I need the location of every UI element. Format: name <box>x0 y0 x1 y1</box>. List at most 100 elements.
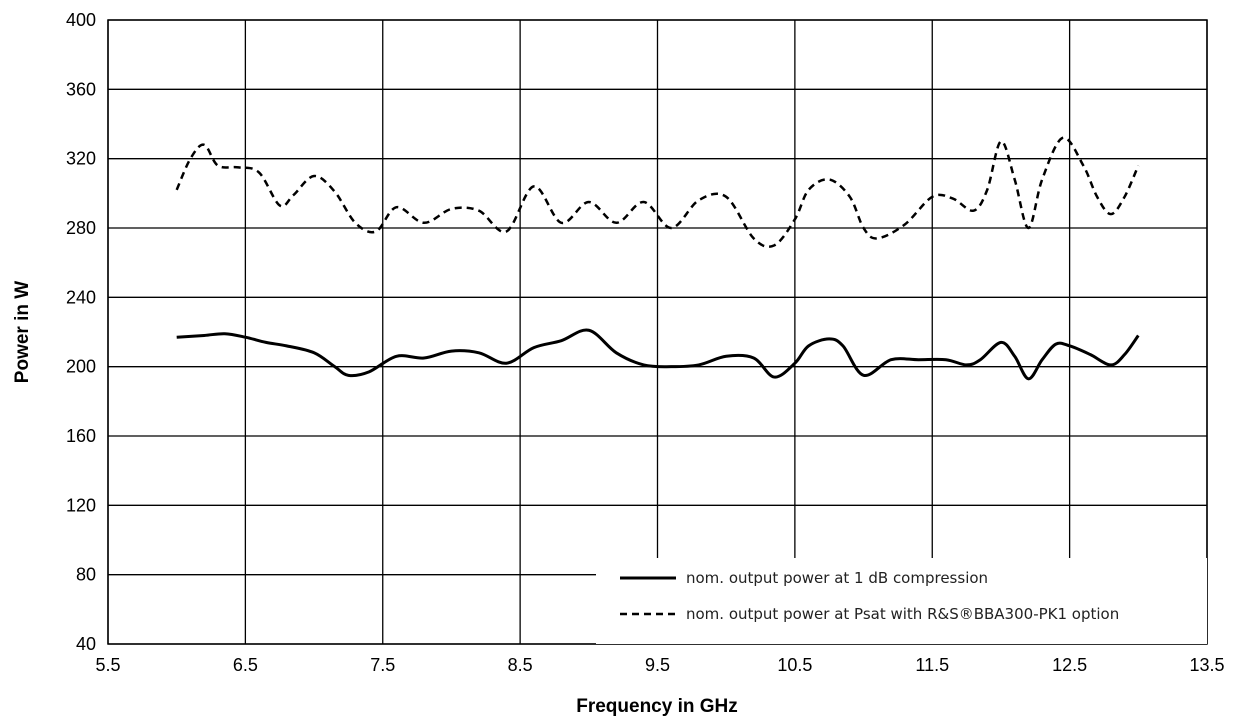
data-point <box>478 352 480 354</box>
y-tick-label: 400 <box>66 10 96 30</box>
data-point <box>1138 335 1140 337</box>
y-tick-label: 40 <box>76 634 96 654</box>
data-point <box>203 144 205 146</box>
y-tick-label: 120 <box>66 495 96 515</box>
data-point <box>506 231 508 233</box>
data-point <box>217 165 219 167</box>
x-tick-label: 5.5 <box>95 655 120 675</box>
data-point <box>643 364 645 366</box>
data-point <box>451 350 453 352</box>
x-axis-title: Frequency in GHz <box>576 696 738 717</box>
data-point <box>773 376 775 378</box>
data-point <box>698 364 700 366</box>
data-point <box>451 208 453 210</box>
data-point <box>1014 355 1016 357</box>
data-point <box>986 189 988 191</box>
data-point <box>176 336 178 338</box>
data-point <box>375 231 377 233</box>
data-point <box>348 375 350 377</box>
data-point <box>918 359 920 361</box>
y-tick-label: 160 <box>66 426 96 446</box>
data-point <box>966 364 968 366</box>
data-point <box>643 201 645 203</box>
data-point <box>1096 196 1098 198</box>
x-tick-label: 12.5 <box>1052 655 1087 675</box>
y-tick-label: 240 <box>66 287 96 307</box>
data-point <box>368 371 370 373</box>
data-point <box>506 362 508 364</box>
x-tick-label: 6.5 <box>233 655 258 675</box>
y-axis-title: Power in W <box>12 281 33 383</box>
data-point <box>1124 354 1126 356</box>
data-point <box>224 333 226 335</box>
data-point <box>293 194 295 196</box>
data-point <box>588 329 590 331</box>
data-point <box>615 222 617 224</box>
data-point <box>245 336 247 338</box>
data-point <box>1028 378 1030 380</box>
data-point <box>561 222 563 224</box>
series-lines <box>175 136 1140 381</box>
data-point <box>190 158 192 160</box>
data-point <box>238 167 240 169</box>
data-point <box>533 347 535 349</box>
y-tick-label: 360 <box>66 79 96 99</box>
data-point <box>1110 213 1112 215</box>
data-point <box>1138 165 1140 167</box>
data-point <box>973 210 975 212</box>
data-point <box>396 355 398 357</box>
series-1db-compression-line <box>176 328 1140 381</box>
y-tick-label: 280 <box>66 218 96 238</box>
data-point <box>1124 196 1126 198</box>
data-point <box>313 352 315 354</box>
legend: nom. output power at 1 dB compression no… <box>596 558 1207 644</box>
data-point <box>877 238 879 240</box>
x-tick-labels: 5.5 6.5 7.5 8.5 9.5 10.5 11.5 12.5 13.5 <box>95 655 1224 675</box>
data-point <box>794 219 796 221</box>
data-point <box>1062 137 1064 139</box>
data-point <box>176 189 178 191</box>
data-point <box>863 227 865 229</box>
data-point <box>313 175 315 177</box>
data-point <box>828 338 830 340</box>
data-point <box>561 340 563 342</box>
data-point <box>286 345 288 347</box>
data-point <box>863 375 865 377</box>
data-point <box>1041 179 1043 181</box>
x-tick-label: 9.5 <box>645 655 670 675</box>
grid-lines <box>107 19 1208 645</box>
legend-label-1db-compression: nom. output power at 1 dB compression <box>686 569 988 587</box>
y-tick-label: 320 <box>66 149 96 169</box>
series-psat-line <box>175 136 1140 248</box>
data-point <box>396 206 398 208</box>
data-point <box>334 191 336 193</box>
legend-label-psat: nom. output power at Psat with R&S®BBA30… <box>686 605 1119 623</box>
data-point <box>808 345 810 347</box>
data-point <box>615 352 617 354</box>
x-tick-label: 11.5 <box>915 655 949 675</box>
y-tick-label: 80 <box>76 565 96 585</box>
data-point <box>725 196 727 198</box>
data-point <box>588 201 590 203</box>
data-point <box>334 366 336 368</box>
data-point <box>1000 141 1002 143</box>
data-point <box>1014 179 1016 181</box>
data-point <box>533 186 535 188</box>
data-point <box>354 222 356 224</box>
data-point <box>670 366 672 368</box>
data-point <box>753 357 755 359</box>
data-point <box>753 238 755 240</box>
data-point <box>258 172 260 174</box>
data-point <box>478 210 480 212</box>
data-point <box>1069 345 1071 347</box>
data-point <box>1110 364 1112 366</box>
data-point <box>279 205 281 207</box>
data-point <box>952 198 954 200</box>
data-point <box>1083 165 1085 167</box>
legend-box <box>596 558 1207 644</box>
data-point <box>904 224 906 226</box>
data-point <box>1055 343 1057 345</box>
data-point <box>670 227 672 229</box>
data-point <box>203 335 205 337</box>
